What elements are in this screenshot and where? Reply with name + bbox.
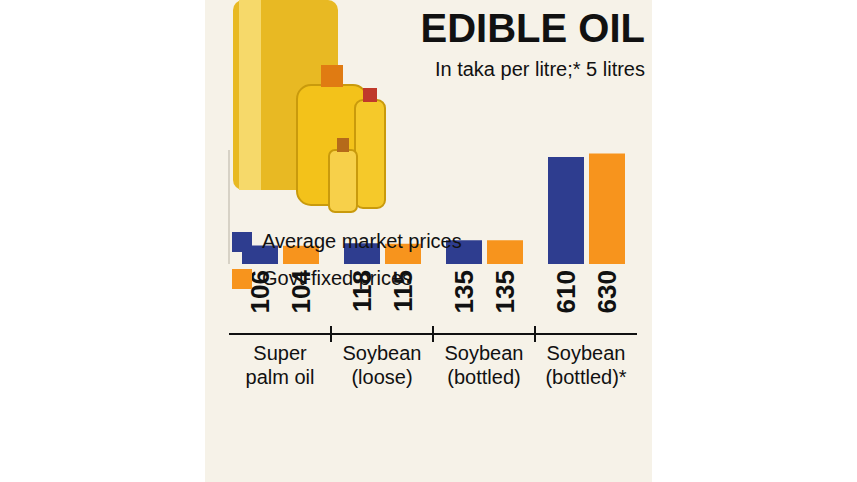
svg-text:(loose): (loose)	[351, 366, 412, 388]
svg-text:palm oil: palm oil	[246, 366, 315, 388]
svg-text:(bottled)*: (bottled)*	[545, 366, 626, 388]
svg-text:610: 610	[551, 270, 581, 313]
svg-text:135: 135	[490, 270, 520, 313]
svg-text:104: 104	[286, 269, 316, 313]
svg-text:115: 115	[388, 270, 418, 312]
svg-text:106: 106	[245, 270, 275, 313]
svg-text:Super: Super	[253, 342, 307, 364]
svg-text:Soybean: Soybean	[445, 342, 524, 364]
svg-text:630: 630	[592, 270, 622, 313]
svg-text:135: 135	[449, 270, 479, 313]
svg-text:118: 118	[347, 270, 377, 312]
svg-text:Soybean: Soybean	[547, 342, 626, 364]
svg-text:Soybean: Soybean	[343, 342, 422, 364]
svg-text:(bottled): (bottled)	[447, 366, 520, 388]
